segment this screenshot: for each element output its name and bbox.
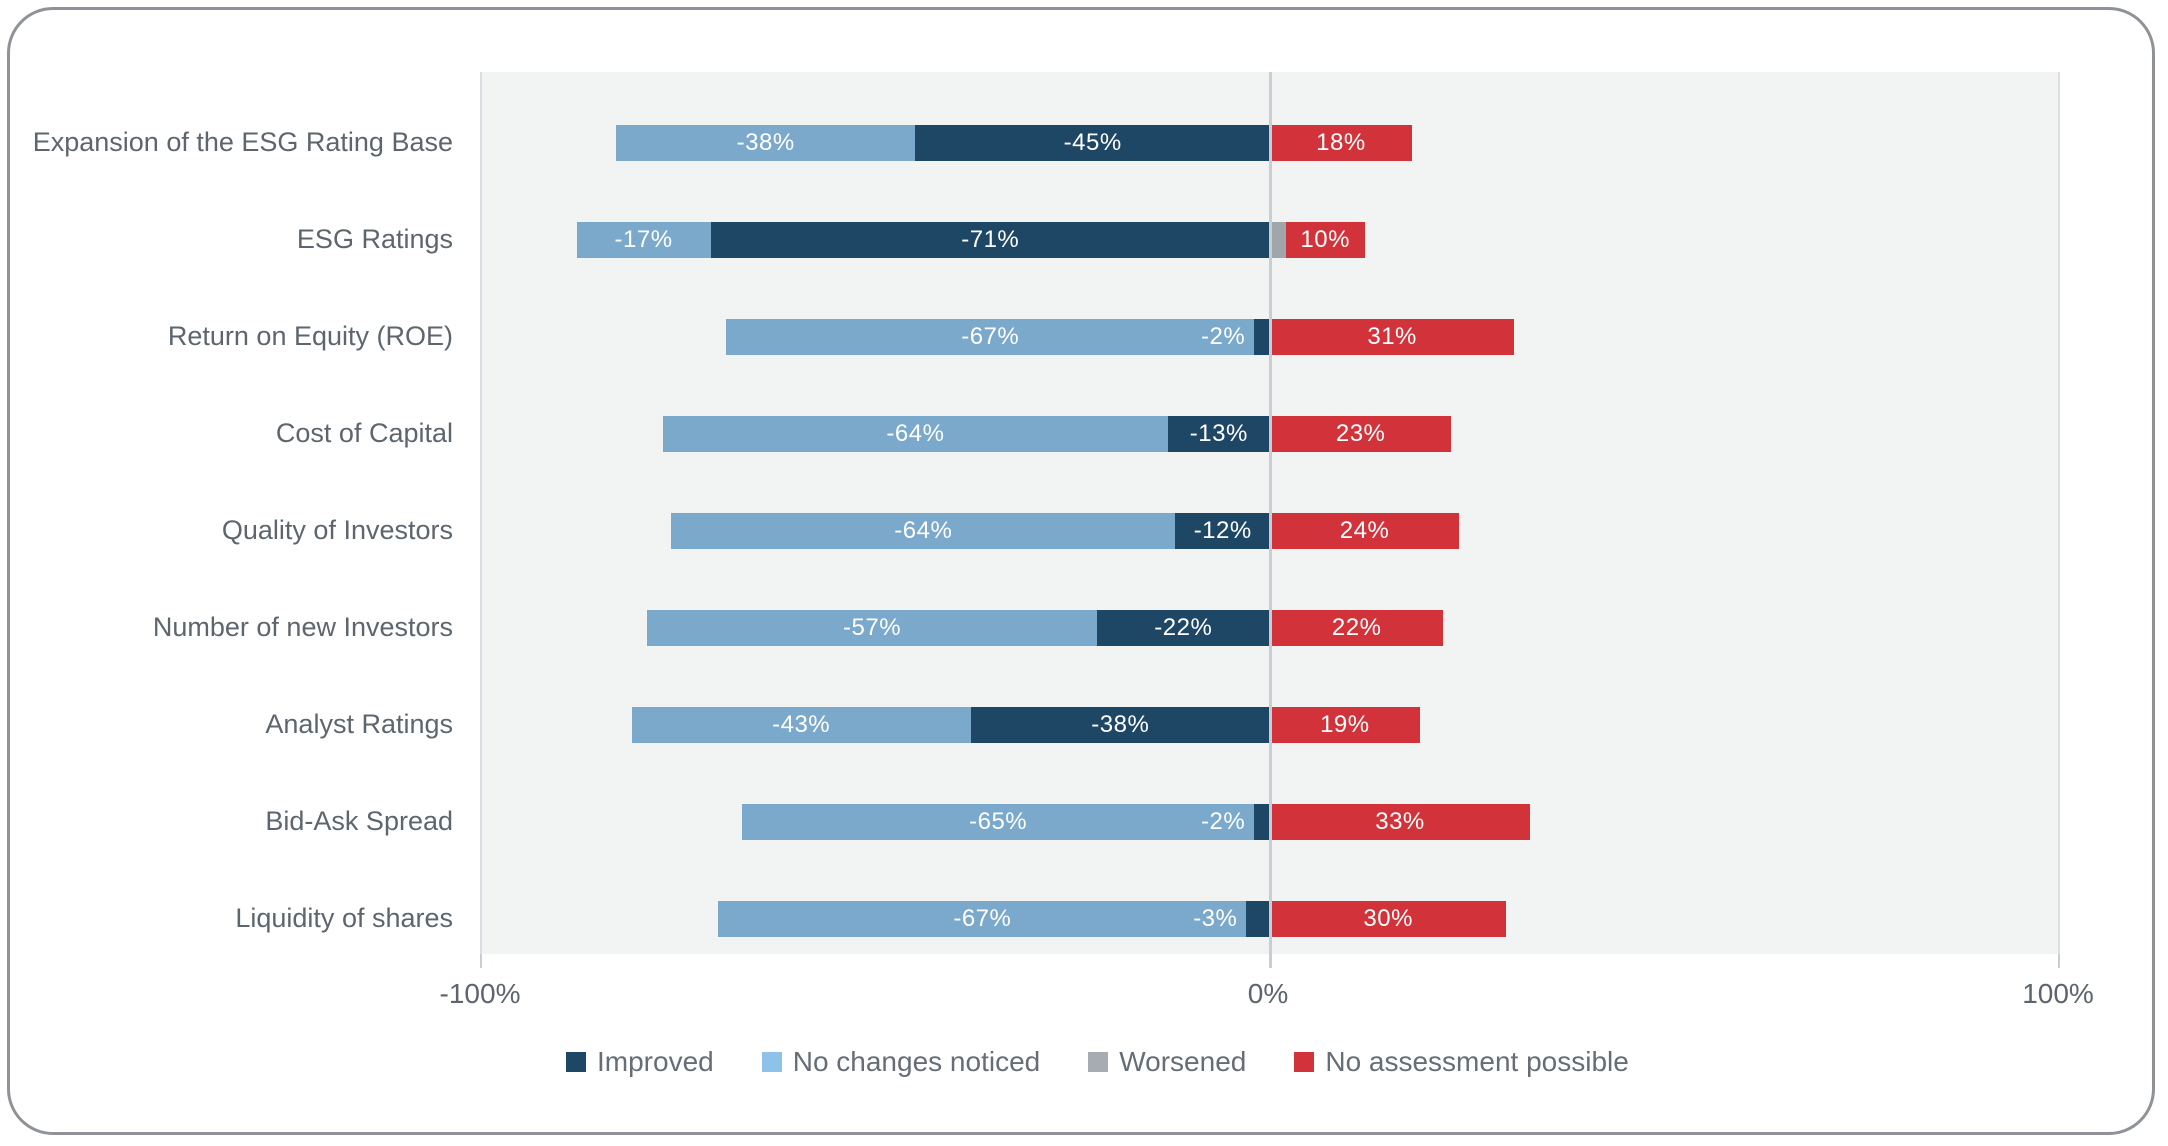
zero-axis-line [1268,72,1272,968]
bar-value-label: -45% [1063,128,1122,156]
bar-segment-improved [970,706,1270,743]
bar-value-label: 33% [1375,807,1425,835]
bar-value-label: -38% [736,128,795,156]
x-axis-tick-label: 100% [2022,978,2094,1009]
plot-area: -38% -45% 18% -17% -71% 10% -67% -2% 31% -64% -13%… [480,72,2060,968]
bar-value-label: -57% [843,613,902,641]
bar-segment-no-assessment [1270,124,1412,161]
legend: Improved No changes noticed Worsened No ass… [566,1046,1629,1078]
bar-value-label: -64% [894,516,953,544]
bar-row: -67% -2% 31% [482,288,2058,385]
bar-value-label: -12% [1193,516,1252,544]
axis-tick-plus-100 [2058,954,2060,968]
category-label: Cost of Capital [275,418,453,448]
bar-value-label: 31% [1367,322,1417,350]
bar-value-label: -64% [886,419,945,447]
legend-item: No assessment possible [1294,1046,1629,1078]
bar-value-label: 22% [1331,613,1382,641]
bar-value-label: -71% [961,225,1020,253]
category-label: Bid-Ask Spread [265,806,453,836]
bar-segment-no-changes [647,609,1097,646]
category-labels: Expansion of the ESG Rating Base ESG Rati… [10,94,453,967]
bar-value-label: -67% [953,904,1012,932]
bar-segment-no-assessment [1270,512,1460,549]
bar-row: -67% -3% 30% [482,870,2058,967]
bar-segment-improved [1175,512,1270,549]
bar-value-label: -17% [614,225,673,253]
bar-segment-no-changes [631,706,971,743]
category-label: Number of new Investors [152,612,453,642]
bar-value-label: 23% [1335,419,1386,447]
legend-item: Worsened [1088,1046,1246,1078]
legend-item-label: Worsened [1119,1046,1247,1077]
bar-segment-no-assessment [1270,415,1452,452]
axis-tick-minus-100 [480,954,482,968]
bar-row: -38% -45% 18% [482,94,2058,191]
bar-segment-improved [1096,609,1270,646]
x-axis-tick-label: -100% [439,978,521,1009]
bar-segment-no-assessment [1270,609,1444,646]
category-label: Expansion of the ESG Rating Base [32,127,453,157]
bar-row: -57% -22% 22% [482,579,2058,676]
category-label: Return on Equity (ROE) [167,321,453,351]
bar-row: -64% -12% 24% [482,482,2058,579]
bar-value-label: 19% [1320,710,1370,738]
category-label: ESG Ratings [296,224,453,254]
bar-value-label: 30% [1363,904,1413,932]
bar-segment-improved [915,124,1270,161]
bar-segment-improved [1246,900,1270,937]
bar-row: -64% -13% 23% [482,385,2058,482]
legend-color-swatch [566,1052,586,1072]
bar-value-label: 10% [1300,225,1350,253]
bar-value-label: 18% [1316,128,1366,156]
bar-segment-no-assessment [1270,803,1531,840]
x-axis-tick-label: 0% [1247,978,1289,1009]
bar-segment-no-changes [742,803,1255,840]
bar-value-label: -2% [1201,807,1246,835]
legend-item: Improved [566,1046,714,1078]
bar-row: -17% -71% 10% [482,191,2058,288]
bar-segment-no-changes [726,318,1255,355]
bar-segment-no-assessment [1270,706,1420,743]
bar-value-label: 24% [1339,516,1390,544]
bar-segment-no-assessment [1270,900,1507,937]
bar-segment-improved [1254,803,1270,840]
bar-value-label: -65% [969,807,1028,835]
chart-card: Expansion of the ESG Rating Base ESG Rati… [7,7,2155,1135]
legend-item: No changes noticed [761,1046,1041,1078]
bar-value-label: -43% [772,710,831,738]
bar-segment-no-assessment [1285,221,1365,258]
bar-value-label: -67% [961,322,1020,350]
bar-segment-improved [710,221,1270,258]
bar-segment-worsened [1270,221,1286,258]
bar-row: -65% -2% 33% [482,773,2058,870]
bar-value-label: -2% [1201,322,1246,350]
bars-container: -38% -45% 18% -17% -71% 10% -67% -2% 31% -64% -13%… [482,94,2058,967]
bar-segment-no-assessment [1270,318,1515,355]
bar-row: -43% -38% 19% [482,676,2058,773]
bar-segment-no-changes [718,900,1247,937]
bar-segment-no-changes [671,512,1176,549]
bar-segment-improved [1254,318,1270,355]
bar-segment-no-changes [576,221,711,258]
bar-value-label: -38% [1091,710,1150,738]
bar-value-label: -13% [1189,419,1248,447]
legend-color-swatch [1088,1052,1109,1072]
bar-segment-no-changes [663,415,1168,452]
category-label: Liquidity of shares [235,903,453,933]
legend-item-label: Improved [597,1046,714,1077]
legend-color-swatch [761,1052,782,1072]
legend-item-label: No assessment possible [1325,1046,1629,1077]
bar-value-label: -22% [1154,613,1213,641]
bar-segment-improved [1167,415,1270,452]
bar-value-label: -3% [1193,904,1238,932]
legend-color-swatch [1294,1052,1315,1072]
category-label: Analyst Ratings [265,709,453,739]
category-label: Quality of Investors [221,515,453,545]
legend-item-label: No changes noticed [792,1046,1041,1077]
bar-segment-no-changes [615,124,916,161]
